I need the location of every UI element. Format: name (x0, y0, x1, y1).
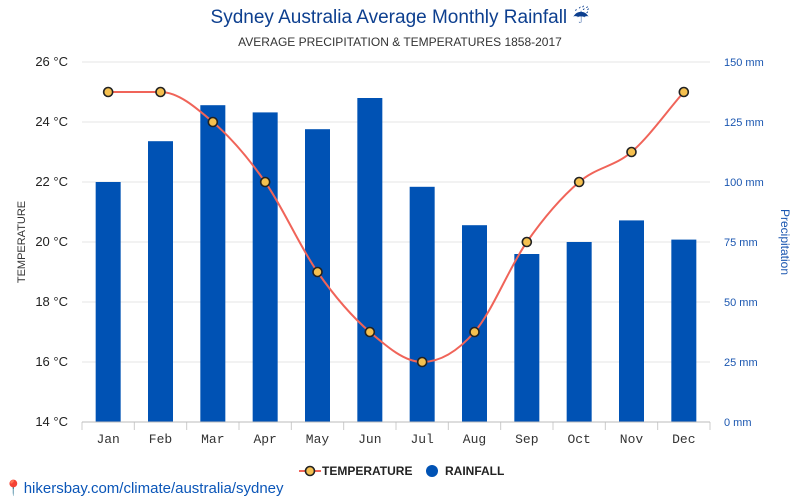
rainfall-bar-aug (462, 225, 487, 422)
rainfall-bar-dec (671, 239, 697, 422)
left-tick-label: 14 °C (35, 414, 68, 429)
x-tick-label: May (306, 432, 330, 447)
temperature-point-sep (521, 236, 533, 248)
x-tick-label: Jan (96, 432, 119, 447)
temperature-point-may (312, 266, 323, 278)
x-tick-label: Sep (515, 432, 538, 447)
temperature-point-dec (678, 86, 690, 98)
temperature-curve (108, 91, 685, 364)
temperature-point-apr (259, 176, 271, 188)
legend: TEMPERATURE RAINFALL (299, 464, 504, 478)
left-tick-label: 26 °C (35, 54, 68, 69)
right-tick-label: 125 mm (724, 117, 764, 129)
right-tick-label: 25 mm (724, 357, 758, 369)
left-tick-label: 16 °C (35, 354, 68, 369)
chart-title: Sydney Australia Average Monthly Rainfal… (210, 7, 590, 28)
x-tick-label: Aug (463, 432, 486, 447)
x-tick-label: Nov (620, 432, 644, 447)
temperature-point-jan (102, 86, 114, 98)
rainfall-bar-jul (409, 186, 435, 422)
x-tick-label: Jun (358, 432, 381, 447)
x-tick-label: Dec (672, 432, 695, 447)
rainfall-bar-apr (252, 112, 278, 423)
rainfall-bar-nov (619, 220, 644, 422)
temperature-point-oct (573, 176, 585, 188)
temperature-line (102, 86, 690, 368)
legend-rainfall-label: RAINFALL (445, 464, 504, 478)
x-tick-label: Feb (149, 432, 172, 447)
source-text: hikersbay.com/climate/australia/sydney (23, 480, 284, 497)
left-tick-label: 22 °C (35, 174, 68, 189)
temperature-point-jul (416, 356, 428, 368)
rainfall-bar-oct (566, 242, 592, 422)
legend-temperature-label: TEMPERATURE (322, 464, 412, 478)
left-tick-label: 24 °C (35, 114, 68, 129)
temperature-point-aug (469, 326, 480, 338)
gridlines (81, 61, 711, 430)
left-axis-label: TEMPERATURE (16, 201, 28, 283)
legend-rainfall-marker (426, 465, 438, 477)
right-tick-label: 150 mm (724, 57, 764, 69)
source-link[interactable]: 📍hikersbay.com/climate/australia/sydney (4, 479, 284, 497)
rainfall-bars (95, 98, 697, 423)
temperature-point-nov (626, 146, 637, 158)
right-tick-label: 100 mm (724, 177, 764, 189)
right-axis-label: Precipitation (778, 209, 792, 275)
temperature-point-feb (155, 86, 166, 98)
right-tick-label: 0 mm (724, 417, 752, 429)
temperature-point-jun (364, 326, 376, 338)
location-pin-icon: 📍 (4, 480, 23, 497)
x-tick-label: Oct (567, 432, 590, 447)
axes: 14 °C 0 mm 16 °C 25 mm 18 °C 50 mm 20 °C 75 mm 2… (16, 54, 792, 447)
x-tick-label: Apr (253, 432, 276, 447)
left-tick-label: 18 °C (35, 294, 68, 309)
rainfall-bar-jun (357, 98, 383, 422)
temperature-point-mar (207, 116, 219, 128)
right-tick-label: 75 mm (724, 237, 758, 249)
right-tick-label: 50 mm (724, 297, 758, 309)
rainfall-bar-jan (95, 182, 121, 422)
chart-subtitle: AVERAGE PRECIPITATION & TEMPERATURES 185… (238, 35, 562, 49)
left-tick-label: 20 °C (35, 234, 68, 249)
rainfall-bar-sep (514, 254, 540, 422)
rainfall-bar-feb (148, 141, 173, 422)
legend-temperature-marker (304, 465, 316, 477)
x-tick-label: Jul (410, 432, 434, 447)
rainfall-bar-mar (200, 105, 226, 422)
x-tick-label: Mar (201, 432, 224, 447)
